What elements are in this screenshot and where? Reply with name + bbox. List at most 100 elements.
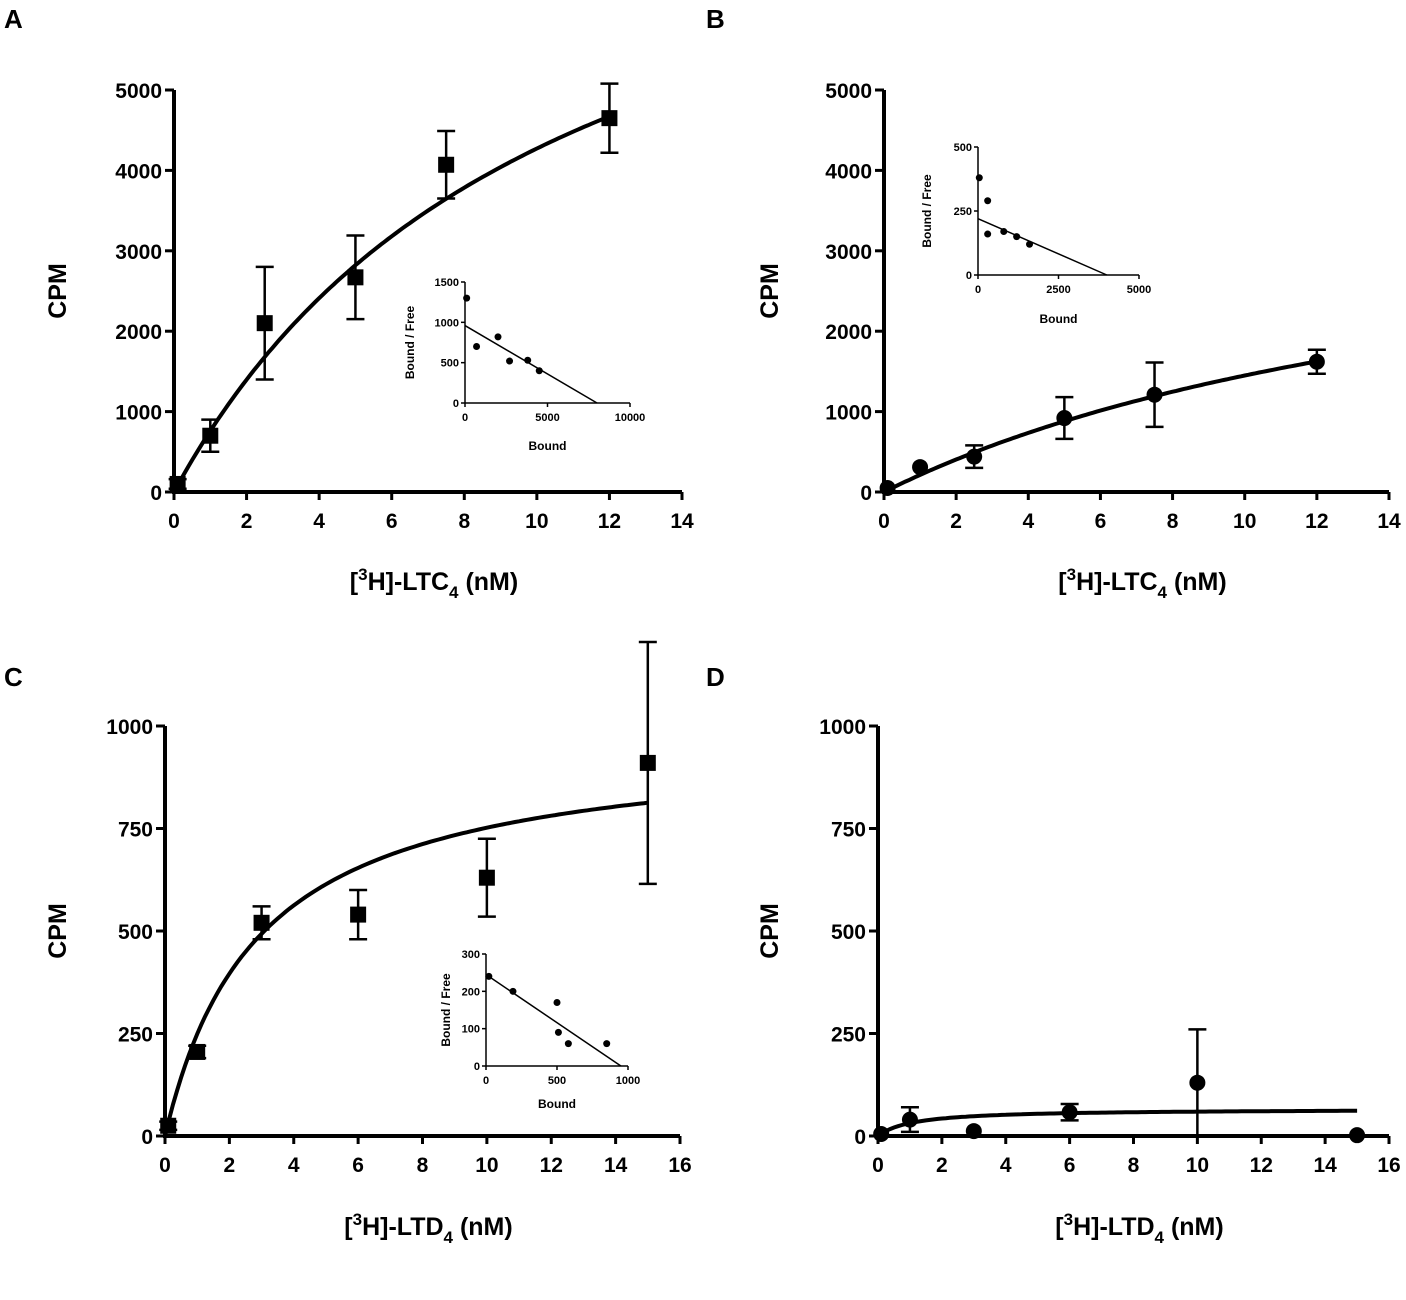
y-tick-label: 0 <box>860 482 872 505</box>
data-point <box>169 475 186 492</box>
y-tick-label: 5000 <box>115 80 162 103</box>
x-axis-label-part: H]-LTC <box>368 568 449 596</box>
y-tick-label: 2000 <box>825 321 872 344</box>
inset-data-point <box>564 1040 572 1048</box>
data-point <box>438 156 455 173</box>
data-point <box>478 869 495 886</box>
inset-data-point <box>473 343 481 351</box>
x-tick-label: 12 <box>1250 1154 1273 1177</box>
inset-data-point <box>506 357 514 365</box>
y-axis-label: CPM <box>44 903 72 959</box>
inset-data-point <box>524 356 532 364</box>
y-tick-label: 3000 <box>825 241 872 264</box>
inset-y-tick-label: 0 <box>966 270 972 282</box>
data-point <box>347 269 364 286</box>
inset-data-point <box>1013 233 1021 241</box>
inset-y-tick-label: 0 <box>453 398 459 410</box>
inset-y-label: Bound / Free <box>439 973 453 1047</box>
inset-y-label: Bound / Free <box>920 174 934 248</box>
inset-x-tick-label: 0 <box>462 412 468 424</box>
panel-letter: B <box>706 4 725 34</box>
x-tick-label: 0 <box>159 1154 171 1177</box>
x-tick-label: 0 <box>168 510 180 533</box>
panel-a: A0 2 4 6 8 10 12 14010002000300040005000CPM[3H]… <box>4 4 694 602</box>
x-axis-label-part: 4 <box>444 1228 454 1247</box>
inset-x-label: Bound <box>529 439 567 453</box>
x-tick-label: 8 <box>458 510 470 533</box>
inset-regression-line <box>464 324 598 404</box>
y-tick-label: 250 <box>831 1024 866 1047</box>
y-tick-label: 1000 <box>819 716 866 739</box>
x-tick-label: 4 <box>288 1154 300 1177</box>
fit-curve <box>163 800 649 1137</box>
inset-y-tick-label: 500 <box>441 358 459 370</box>
x-axis-label-part: [ <box>1055 1213 1064 1241</box>
fit-curve <box>172 114 611 493</box>
inset-regression-line <box>485 973 622 1067</box>
x-tick-label: 8 <box>1128 1154 1140 1177</box>
x-tick-label: 2 <box>224 1154 236 1177</box>
y-axis-label: CPM <box>44 263 72 319</box>
inset-x-tick-label: 500 <box>548 1075 566 1087</box>
x-axis-label-part: (nM) <box>1167 568 1227 596</box>
data-point <box>1056 410 1073 427</box>
x-tick-label: 4 <box>313 510 325 533</box>
panel-c: C0 2 4 6 8 10 12 14 1602505007501000CPM[3H]-LTD4… <box>4 640 692 1247</box>
inset-data-point <box>1000 227 1008 235</box>
inset-data-point <box>1026 240 1034 248</box>
data-point <box>1189 1074 1206 1091</box>
data-point <box>965 1123 982 1140</box>
x-tick-label: 0 <box>878 510 890 533</box>
data-point <box>966 448 983 465</box>
y-axis-label: CPM <box>756 903 784 959</box>
x-tick-label: 14 <box>670 510 694 533</box>
y-tick-label: 750 <box>118 819 153 842</box>
data-point <box>1349 1127 1366 1144</box>
data-point <box>601 110 618 127</box>
inset-plot: 0 5000 10000 0 500 1000 1500 Bound Bound / Free <box>403 277 645 453</box>
y-tick-label: 5000 <box>825 80 872 103</box>
y-tick-label: 4000 <box>115 160 162 183</box>
inset-data-point <box>603 1040 611 1048</box>
inset-y-tick-label: 0 <box>474 1061 480 1073</box>
inset-data-point <box>984 197 992 205</box>
inset-y-tick-label: 300 <box>462 949 480 961</box>
panel-b: B0 2 4 6 8 10 12 14010002000300040005000CPM[3H]… <box>706 4 1401 602</box>
inset-y-tick-label: 200 <box>462 986 480 998</box>
x-axis-label-part: (nM) <box>453 1213 513 1241</box>
x-axis-label-part: 3 <box>358 565 367 584</box>
y-tick-label: 500 <box>118 921 153 944</box>
x-tick-label: 0 <box>872 1154 884 1177</box>
x-axis-label-part: [ <box>350 568 359 596</box>
x-axis-label-part: 3 <box>1067 565 1076 584</box>
inset-x-tick-label: 1000 <box>616 1075 640 1087</box>
x-tick-label: 14 <box>1313 1154 1337 1177</box>
data-point <box>901 1111 918 1128</box>
inset-data-point <box>984 230 992 238</box>
inset-data-point <box>463 294 471 302</box>
x-axis-label-part: 4 <box>449 583 459 602</box>
x-tick-label: 8 <box>417 1154 429 1177</box>
inset-x-tick-label: 2500 <box>1046 284 1070 296</box>
x-tick-label: 10 <box>475 1154 498 1177</box>
inset-x-tick-label: 5000 <box>1127 284 1151 296</box>
y-tick-label: 0 <box>854 1126 866 1149</box>
inset-regression-line <box>977 217 1108 276</box>
y-tick-label: 250 <box>118 1024 153 1047</box>
inset-data-point <box>494 333 502 341</box>
data-point <box>1146 386 1163 403</box>
data-point <box>253 914 270 931</box>
x-tick-label: 14 <box>1377 510 1401 533</box>
x-tick-label: 6 <box>1095 510 1107 533</box>
x-tick-label: 4 <box>1000 1154 1012 1177</box>
y-tick-label: 750 <box>831 819 866 842</box>
x-axis-label-part: H]-LTD <box>1073 1213 1154 1241</box>
inset-y-tick-label: 100 <box>462 1024 480 1036</box>
y-tick-label: 0 <box>141 1126 153 1149</box>
inset-x-tick-label: 5000 <box>535 412 559 424</box>
inset-data-point <box>554 1028 562 1036</box>
y-tick-label: 2000 <box>115 321 162 344</box>
fit-curve <box>883 359 1318 494</box>
x-tick-label: 16 <box>668 1154 691 1177</box>
